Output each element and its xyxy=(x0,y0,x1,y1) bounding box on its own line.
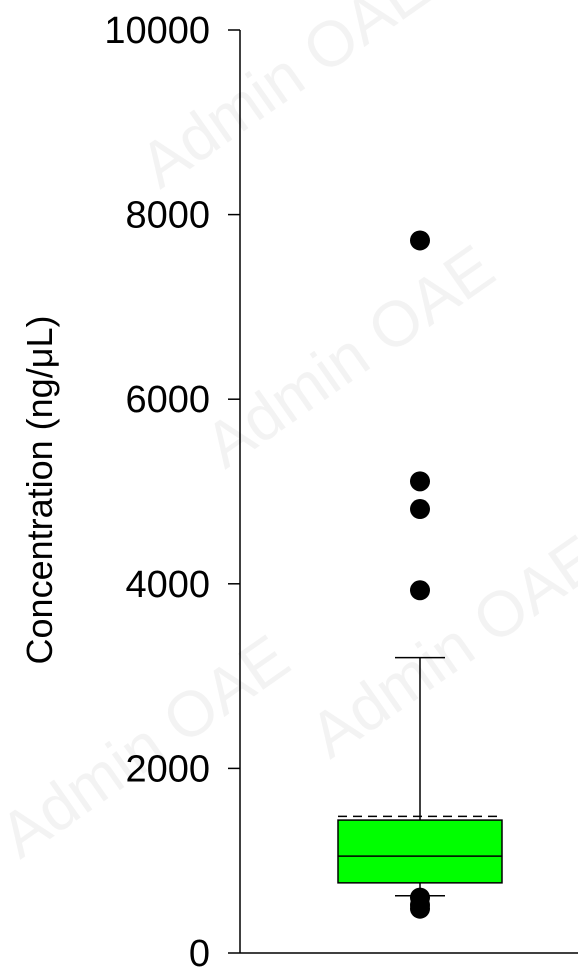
outlier-points xyxy=(410,230,430,919)
y-tick-label: 6000 xyxy=(125,379,210,421)
y-ticks: 0 2000 4000 6000 8000 10000 xyxy=(104,10,240,973)
y-tick-label: 8000 xyxy=(125,195,210,237)
outlier-point xyxy=(410,230,430,251)
y-axis-title: Concentration (ng/μL) xyxy=(19,316,60,665)
outlier-point xyxy=(410,471,430,492)
axes xyxy=(239,30,578,954)
watermark-text: Admin OAE xyxy=(192,231,507,482)
box-plot xyxy=(337,656,503,897)
outlier-point xyxy=(410,580,430,601)
interquartile-box xyxy=(337,819,503,884)
y-tick-label: 2000 xyxy=(125,748,210,790)
outlier-point xyxy=(410,898,430,919)
outlier-point xyxy=(410,499,430,520)
y-tick-label: 0 xyxy=(189,933,210,973)
y-tick-label: 10000 xyxy=(104,10,210,52)
y-tick-label: 4000 xyxy=(125,564,210,606)
watermark-text: Admin OAE xyxy=(297,521,578,772)
